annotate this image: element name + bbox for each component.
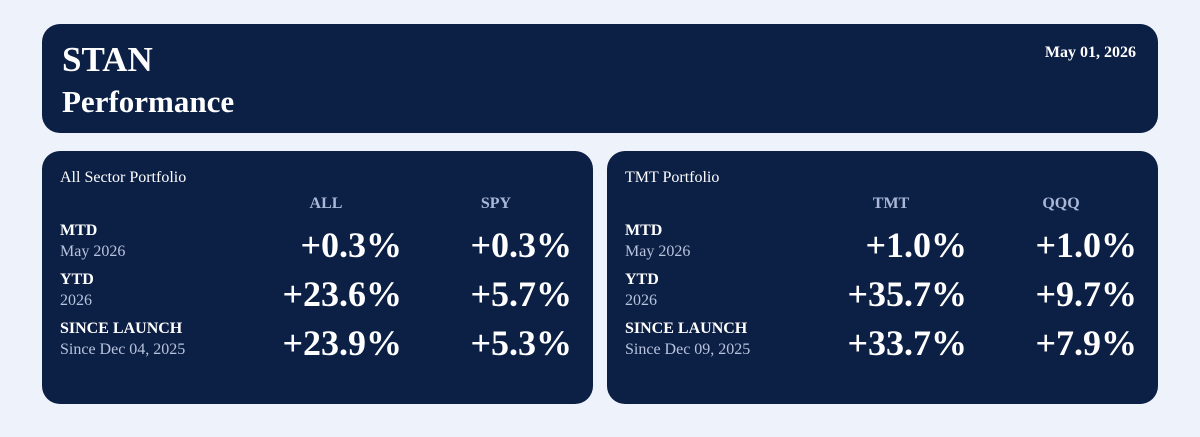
return-value: +0.3% — [300, 225, 402, 265]
column-header: ALL — [309, 195, 343, 212]
panel-title: All Sector Portfolio — [60, 169, 187, 186]
return-value: +33.7% — [847, 323, 967, 363]
return-value: +23.9% — [282, 323, 402, 363]
column-header: TMT — [872, 195, 910, 212]
return-value: +7.9% — [1035, 323, 1137, 363]
row-label: SINCE LAUNCH — [60, 320, 183, 337]
return-value: +5.7% — [470, 274, 572, 314]
row-sublabel: 2026 — [625, 292, 657, 309]
return-value: +1.0% — [865, 225, 967, 265]
title: STAN — [62, 40, 153, 79]
return-value: +9.7% — [1035, 274, 1137, 314]
row-sublabel: Since Dec 04, 2025 — [60, 341, 186, 358]
row-label: YTD — [625, 271, 659, 288]
return-value: +5.3% — [470, 323, 572, 363]
return-value: +1.0% — [1035, 225, 1137, 265]
column-header: SPY — [480, 195, 512, 212]
return-value: +0.3% — [470, 225, 572, 265]
row-sublabel: May 2026 — [625, 243, 691, 260]
row-sublabel: Since Dec 09, 2025 — [625, 341, 751, 358]
return-value: +23.6% — [282, 274, 402, 314]
return-value: +35.7% — [847, 274, 967, 314]
header: STAN Performance May 01, 2026 — [42, 24, 1158, 133]
row-label: SINCE LAUNCH — [625, 320, 748, 337]
row-label: MTD — [625, 222, 663, 239]
date: May 01, 2026 — [1044, 44, 1136, 61]
column-header: QQQ — [1042, 195, 1080, 212]
row-sublabel: May 2026 — [60, 243, 126, 260]
panel-title: TMT Portfolio — [625, 169, 720, 186]
row-sublabel: 2026 — [60, 292, 92, 309]
row-label: YTD — [60, 271, 94, 288]
row-label: MTD — [60, 222, 98, 239]
portfolio-panel: All Sector Portfolio ALL SPY MTD May 2026 +0.… — [42, 151, 593, 404]
portfolio-panel: TMT Portfolio TMT QQQ MTD May 2026 +1.0% +1.0%… — [607, 151, 1158, 404]
subtitle: Performance — [62, 84, 235, 119]
